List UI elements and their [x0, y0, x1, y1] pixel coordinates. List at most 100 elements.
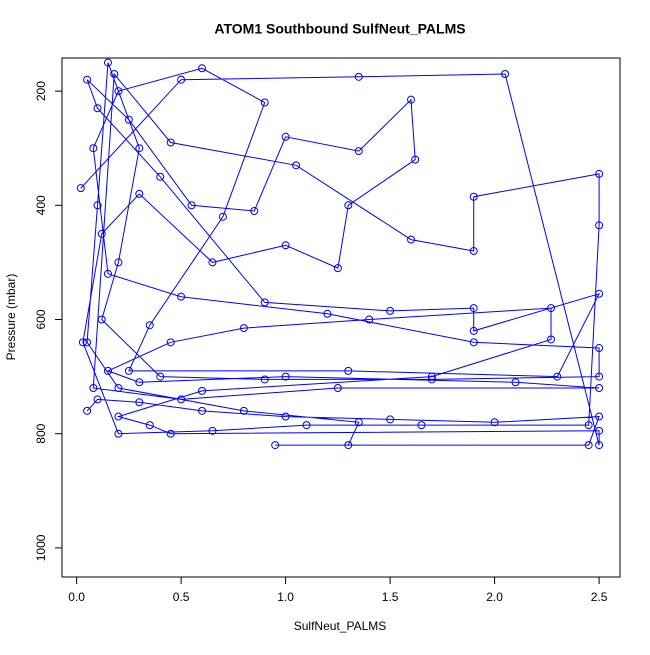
chart-title: ATOM1 Southbound SulfNeut_PALMS: [214, 21, 465, 37]
data-point: [103, 58, 112, 67]
data-point: [595, 221, 604, 230]
x-tick-label: 2.0: [486, 590, 503, 604]
data-point: [302, 421, 311, 430]
data-point: [78, 338, 87, 347]
data-point: [97, 315, 106, 324]
data-point: [547, 304, 556, 313]
data-point: [365, 315, 374, 324]
data-point: [595, 412, 604, 421]
y-tick-label: 1000: [34, 534, 48, 561]
data-point: [198, 406, 207, 415]
data-point: [135, 144, 144, 153]
data-point: [547, 335, 556, 344]
y-tick-label: 800: [34, 423, 48, 443]
data-point: [208, 426, 217, 435]
data-point: [250, 207, 259, 216]
data-point: [281, 241, 290, 250]
data-point: [469, 338, 478, 347]
data-point: [333, 264, 342, 273]
data-point: [595, 344, 604, 353]
data-point: [114, 412, 123, 421]
data-point: [177, 292, 186, 301]
data-point: [469, 192, 478, 201]
data-point: [135, 189, 144, 198]
data-point: [177, 395, 186, 404]
data-point: [135, 398, 144, 407]
x-tick-label: 2.5: [591, 590, 608, 604]
series-line: [80, 62, 601, 446]
data-point: [584, 421, 593, 430]
data-point: [110, 69, 119, 78]
data-point: [344, 441, 353, 450]
data-point: [103, 269, 112, 278]
data-point: [386, 306, 395, 315]
data-point: [281, 132, 290, 141]
data-point: [511, 378, 520, 387]
data-point: [187, 201, 196, 210]
data-point: [469, 246, 478, 255]
data-point: [595, 426, 604, 435]
data-point: [166, 338, 175, 347]
data-point: [354, 418, 363, 427]
data-point: [145, 321, 154, 330]
data-point: [156, 372, 165, 381]
data-point: [595, 441, 604, 450]
data-point: [595, 169, 604, 178]
data-point: [407, 235, 416, 244]
data-point: [166, 138, 175, 147]
data-point: [239, 406, 248, 415]
data-point: [83, 75, 92, 84]
data-point: [292, 161, 301, 170]
data-point: [260, 98, 269, 107]
data-point: [114, 258, 123, 267]
x-tick-label: 0.0: [68, 590, 85, 604]
data-point: [93, 395, 102, 404]
data-point: [323, 309, 332, 318]
data-point: [239, 324, 248, 333]
data-point: [145, 421, 154, 430]
data-point: [114, 429, 123, 438]
data-point: [103, 366, 112, 375]
data-point: [97, 229, 106, 238]
y-tick-label: 400: [34, 195, 48, 215]
data-point: [93, 104, 102, 113]
data-point: [156, 172, 165, 181]
data-point: [198, 386, 207, 395]
data-point: [595, 372, 604, 381]
data-point: [407, 95, 416, 104]
data-point: [595, 384, 604, 393]
data-point: [469, 304, 478, 313]
data-point: [260, 298, 269, 307]
data-point: [177, 75, 186, 84]
x-tick-label: 0.5: [173, 590, 190, 604]
plot-area: [76, 58, 604, 450]
data-point: [124, 115, 133, 124]
data-point: [386, 415, 395, 424]
data-point: [595, 289, 604, 298]
data-point: [89, 384, 98, 393]
data-point: [427, 372, 436, 381]
data-point: [469, 326, 478, 335]
data-point: [354, 72, 363, 81]
data-point: [333, 384, 342, 393]
data-point: [198, 64, 207, 73]
data-point: [501, 69, 510, 78]
y-tick-label: 200: [34, 81, 48, 101]
data-point: [114, 87, 123, 96]
data-point: [417, 421, 426, 430]
data-point: [281, 412, 290, 421]
data-point: [93, 201, 102, 210]
data-point: [344, 366, 353, 375]
y-tick-label: 600: [34, 309, 48, 329]
data-point: [344, 201, 353, 210]
data-point: [89, 144, 98, 153]
data-point: [427, 375, 436, 384]
data-point: [411, 155, 420, 164]
data-point: [584, 441, 593, 450]
data-point: [490, 418, 499, 427]
data-point: [208, 258, 217, 267]
data-point: [281, 372, 290, 381]
x-tick-label: 1.0: [277, 590, 294, 604]
